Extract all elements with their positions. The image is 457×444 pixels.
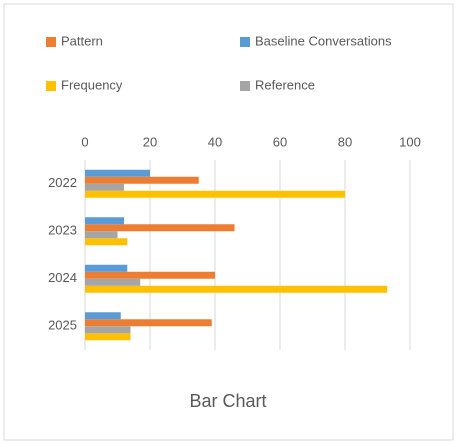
legend-label: Frequency — [61, 77, 123, 92]
legend-swatch — [240, 37, 250, 47]
x-tick-label: 40 — [208, 134, 222, 149]
legend-swatch — [46, 81, 56, 91]
bar — [85, 190, 345, 198]
y-tick-label: 2024 — [48, 270, 77, 285]
legend-label: Reference — [255, 77, 315, 92]
chart-border — [3, 3, 454, 441]
legend-label: Baseline Conversations — [255, 33, 392, 48]
bar — [85, 238, 128, 246]
y-tick-label: 2023 — [48, 223, 77, 238]
y-tick-label: 2022 — [48, 175, 77, 190]
legend-label: Pattern — [61, 33, 103, 48]
legend-swatch — [240, 81, 250, 91]
chart-title: Bar Chart — [189, 391, 266, 411]
bar — [85, 183, 124, 191]
bar — [85, 224, 235, 232]
bar — [85, 326, 131, 334]
bar — [85, 271, 215, 279]
bar — [85, 333, 131, 341]
bar — [85, 217, 124, 225]
bar — [85, 169, 150, 177]
bar — [85, 285, 388, 293]
bar — [85, 312, 121, 320]
y-tick-label: 2025 — [48, 318, 77, 333]
bar — [85, 176, 199, 184]
x-tick-label: 80 — [338, 134, 352, 149]
legend-swatch — [46, 37, 56, 47]
x-tick-label: 60 — [273, 134, 287, 149]
x-tick-label: 0 — [81, 134, 88, 149]
bar — [85, 264, 128, 272]
x-tick-label: 20 — [143, 134, 157, 149]
bar — [85, 231, 118, 239]
x-tick-label: 100 — [399, 134, 421, 149]
bar — [85, 319, 212, 327]
bar — [85, 278, 141, 286]
